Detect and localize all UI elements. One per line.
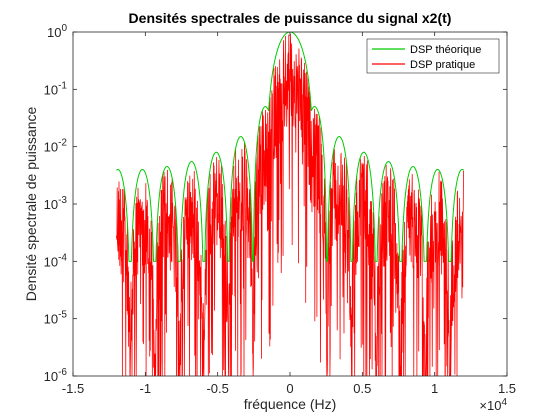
y-tick-label: 10-3 (44, 195, 68, 212)
x-tick-label: -0.5 (206, 381, 228, 396)
x-tick-label: 0 (286, 381, 293, 396)
chart-title: Densités spectrales de puissance du sign… (129, 10, 452, 26)
y-axis-label: Densité spectrale de puissance (23, 107, 39, 302)
legend-box (366, 38, 500, 74)
legend-label-dsp-pratique: DSP pratique (410, 59, 475, 71)
y-tick-label: 10-5 (44, 310, 68, 327)
x-axis-label: fréquence (Hz) (244, 396, 337, 412)
y-tick-label: 10-4 (44, 252, 68, 269)
legend: DSP théorique DSP pratique (366, 38, 500, 74)
series-line-dsp-pratique (116, 33, 464, 376)
x-tick-label: -1 (140, 381, 152, 396)
x-tick-label: -1.5 (62, 381, 84, 396)
x-tick-label: 0.5 (353, 381, 371, 396)
x-axis-ticks: -1.5 -1 -0.5 0 0.5 1 1.5 (62, 32, 516, 396)
y-tick-label: 100 (47, 23, 67, 40)
x-axis-exponent: ×104 (479, 397, 507, 413)
series-line-dsp-theorique (116, 32, 464, 262)
y-tick-label: 10-6 (44, 367, 68, 384)
y-tick-label: 10-2 (44, 138, 68, 155)
y-tick-label: 10-1 (44, 80, 68, 97)
series-layer (116, 32, 464, 376)
legend-label-dsp-theorique: DSP théorique (410, 44, 481, 56)
x-tick-label: 1 (431, 381, 438, 396)
x-tick-label: 1.5 (498, 381, 516, 396)
y-axis-ticks: 10-6 10-5 10-4 10-3 10-2 10-1 100 (44, 23, 507, 384)
